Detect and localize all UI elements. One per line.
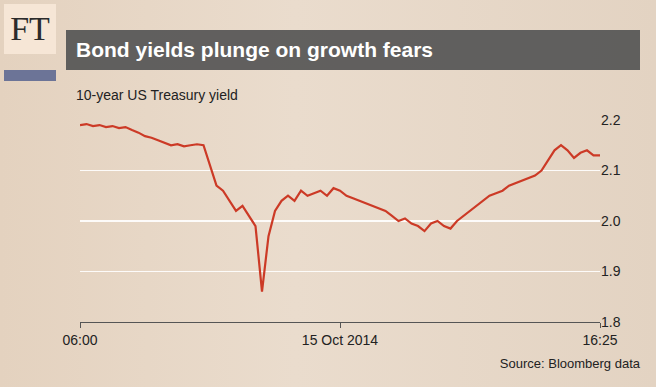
svg-text:06:00: 06:00 [62,332,97,348]
svg-text:2.2: 2.2 [601,112,621,128]
svg-text:15 Oct 2014: 15 Oct 2014 [302,332,378,348]
svg-text:16:25: 16:25 [582,332,617,348]
html-text:FT: FT [10,10,50,47]
html-text:10-year US Treasury yield: 10-year US Treasury yield [76,87,238,103]
svg-text:1.8: 1.8 [601,314,621,330]
svg-text:1.9: 1.9 [601,263,621,279]
svg-text:2.0: 2.0 [601,213,621,229]
html-text:Bond yields plunge on growth f: Bond yields plunge on growth fears [76,38,433,61]
svg-text:2.1: 2.1 [601,162,621,178]
html-text:Source: Bloomberg data: Source: Bloomberg data [499,356,640,371]
